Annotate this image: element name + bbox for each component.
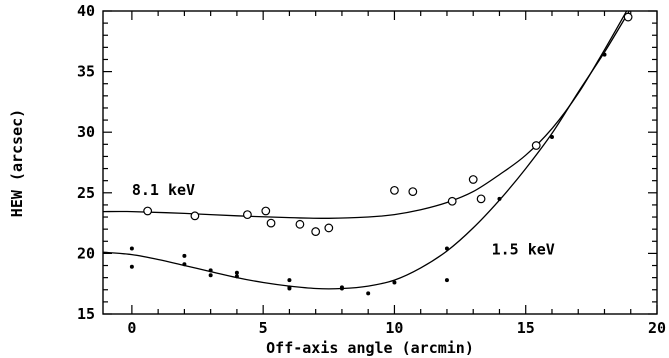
x-tick-label: 15 [517, 319, 535, 337]
point-filled-series-1 [444, 246, 449, 251]
y-tick-label: 15 [77, 305, 95, 323]
point-filled-series-1 [234, 274, 239, 279]
fit-curves [103, 11, 631, 290]
x-tick-label: 0 [127, 319, 136, 337]
point-filled-series-1 [339, 286, 344, 291]
point-filled-series-1 [287, 278, 292, 283]
point-filled-series-1 [366, 291, 371, 296]
x-tick-label: 20 [648, 319, 666, 337]
point-filled-series-1 [182, 253, 187, 258]
plot-frame [102, 10, 658, 315]
y-axis-label: HEW (arcsec) [8, 109, 26, 217]
point-filled-series-1 [392, 280, 397, 285]
y-tick-label: 30 [77, 123, 95, 141]
point-open-series-0 [261, 206, 271, 216]
data-points [129, 12, 633, 296]
x-axis-label: Off-axis angle (arcmin) [266, 339, 474, 357]
axis-ticks [103, 10, 658, 315]
point-filled-series-1 [602, 52, 607, 57]
point-filled-series-1 [497, 196, 502, 201]
annotation-1: 1.5 keV [492, 241, 555, 259]
point-filled-series-1 [444, 278, 449, 283]
point-open-series-0 [190, 211, 200, 221]
y-tick-label: 40 [77, 2, 95, 20]
point-open-series-0 [531, 141, 541, 150]
tick-labels: 0 5 10 15 20 15 20 25 30 35 40 [77, 2, 666, 337]
x-tick-label: 10 [385, 319, 403, 337]
point-open-series-0 [390, 185, 399, 195]
point-open-series-0 [447, 196, 457, 206]
point-open-series-0 [266, 218, 276, 228]
point-open-series-0 [476, 194, 486, 204]
point-filled-series-1 [182, 262, 187, 267]
y-tick-label: 25 [77, 184, 95, 202]
point-filled-series-1 [208, 268, 213, 273]
x-tick-label: 5 [259, 319, 268, 337]
point-filled-series-1 [234, 270, 239, 275]
point-open-series-0 [311, 227, 321, 236]
point-filled-series-1 [549, 135, 554, 140]
plot-border [102, 10, 658, 315]
point-open-series-0 [408, 187, 418, 196]
point-filled-series-1 [129, 246, 134, 251]
point-open-series-0 [324, 223, 334, 233]
annotations: 8.1 keV 1.5 keV [132, 181, 555, 258]
point-open-series-0 [295, 219, 305, 229]
annotation-0: 8.1 keV [132, 181, 195, 199]
point-open-series-0 [243, 210, 252, 220]
y-tick-label: 20 [77, 244, 95, 262]
point-filled-series-1 [287, 286, 292, 291]
y-tick-label: 35 [77, 63, 95, 81]
point-open-series-0 [623, 12, 633, 22]
point-filled-series-1 [129, 264, 134, 269]
point-open-series-0 [468, 175, 478, 184]
point-filled-series-1 [208, 273, 213, 278]
fit-curve-series-1 [103, 11, 631, 290]
point-open-series-0 [143, 206, 153, 216]
fit-curve-series-0 [103, 11, 628, 219]
